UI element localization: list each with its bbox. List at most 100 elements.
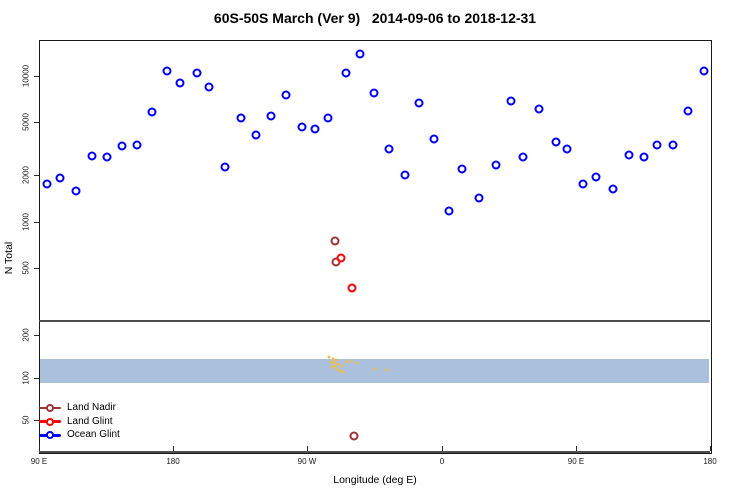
gold-speck [327,355,331,359]
gold-speck [341,370,345,374]
x-axis-tick [172,446,174,451]
data-point-ocean-glint [42,179,52,189]
y-axis-tick [34,377,39,379]
legend-item-land-glint: Land Glint [39,416,149,428]
data-point-ocean-glint [491,160,501,170]
y-axis-tick [34,75,39,77]
x-axis-tick-label: 90 E [567,457,585,466]
x-axis-tick [306,446,308,451]
y-axis-tick-label: 5000 [21,113,31,131]
data-point-ocean-glint [369,88,379,98]
data-point-ocean-glint [162,66,172,76]
gold-speck [385,368,389,372]
data-point-ocean-glint [699,66,709,76]
data-point-ocean-glint [236,113,246,123]
data-point-ocean-glint [384,144,394,154]
y-axis-tick-label: 500 [21,261,31,275]
y-axis-tick [34,121,39,123]
data-point-ocean-glint [474,193,484,203]
x-axis-line [39,451,710,453]
legend-marker-circle-land-glint [46,417,54,426]
data-point-ocean-glint [71,186,81,196]
data-point-ocean-glint [220,162,230,172]
data-point-ocean-glint [551,137,561,147]
x-axis-tick-label: 0 [439,457,445,466]
gold-speck [373,367,377,371]
data-point-ocean-glint [310,124,320,134]
gold-speck [335,367,339,371]
data-point-ocean-glint [204,82,214,92]
data-point-land-glint [336,253,346,263]
gold-speck [336,362,340,366]
data-point-ocean-glint [444,206,454,216]
data-point-ocean-glint [102,152,112,162]
y-axis-tick-label: 200 [21,328,31,342]
x-axis-tick-label: 180 [166,457,180,466]
gold-speck [331,357,335,361]
chart-title: 60S-50S March (Ver 9) 2014-09-06 to 2018… [213,10,537,26]
data-point-land-glint [347,283,357,293]
gold-speck [330,365,334,369]
data-point-ocean-glint [132,140,142,150]
y-axis-tick [34,221,39,223]
data-point-ocean-glint [518,152,528,162]
legend-marker-circle-ocean-glint [46,431,54,440]
gold-speck [334,358,338,362]
y-axis-tick [34,334,39,336]
data-point-land-nadir [330,236,340,246]
x-axis-tick [575,446,577,451]
data-point-ocean-glint [251,130,261,140]
x-axis-tick [709,446,711,451]
data-point-ocean-glint [506,96,516,106]
data-point-ocean-glint [683,106,693,116]
data-point-ocean-glint [534,104,544,114]
plot-area [39,40,712,454]
y-axis-tick-label: 1000 [21,213,31,231]
data-point-ocean-glint [608,184,618,194]
y-axis-tick-label: 2000 [21,166,31,184]
data-point-ocean-glint [87,151,97,161]
legend-label-land-nadir: Land Nadir [67,402,116,413]
reference-band [40,359,709,383]
x-axis-tick-label: 180 [703,457,717,466]
y-axis-tick-label: 100 [21,371,31,385]
data-point-ocean-glint [147,107,157,117]
gold-speck [338,369,342,373]
legend-item-land-nadir: Land Nadir [39,402,149,414]
panel-separator-line [39,320,710,322]
x-axis-tick-label: 90 W [297,457,317,466]
y-axis-tick-label: 50 [21,415,31,425]
data-point-ocean-glint [400,170,410,180]
legend-label-ocean-glint: Ocean Glint [67,429,120,441]
data-point-ocean-glint [117,141,127,151]
y-axis-tick [34,267,39,269]
x-axis-tick-label: 90 E [30,457,48,466]
data-point-ocean-glint [266,111,276,121]
gold-speck [340,364,344,368]
data-point-ocean-glint [578,179,588,189]
data-point-ocean-glint [55,173,65,183]
gold-speck [344,360,348,364]
y-axis-title: N Total [3,241,15,275]
data-point-ocean-glint [297,122,307,132]
data-point-ocean-glint [639,152,649,162]
data-point-ocean-glint [341,68,351,78]
data-point-ocean-glint [562,144,572,154]
data-point-land-nadir [349,431,359,441]
legend-item-ocean-glint: Ocean Glint [39,429,149,441]
gold-speck [329,360,333,364]
data-point-ocean-glint [323,113,333,123]
data-point-ocean-glint [652,140,662,150]
gold-speck [349,359,353,363]
x-axis-title: Longitude (deg E) [333,474,417,486]
y-axis-tick-label: 10000 [21,64,31,88]
data-point-ocean-glint [624,150,634,160]
x-axis-tick [38,446,40,451]
x-axis-tick [441,446,443,451]
legend-label-land-glint: Land Glint [67,415,113,427]
gold-speck [332,361,336,365]
data-point-ocean-glint [429,134,439,144]
y-axis-tick [34,419,39,421]
data-point-ocean-glint [414,98,424,108]
data-point-ocean-glint [192,68,202,78]
